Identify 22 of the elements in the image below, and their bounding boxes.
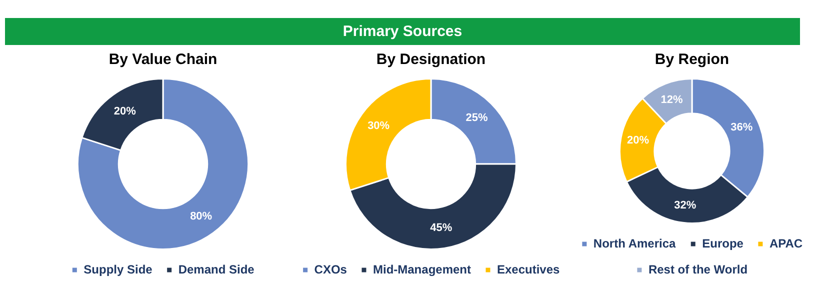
data-label: 20% [114,106,136,118]
legend-label: CXOs [314,262,348,276]
data-label: 30% [368,120,390,132]
legend-label: APAC [769,236,803,250]
legend-label: Europe [702,236,744,250]
chart-title: By Designation [375,50,487,70]
data-label: 25% [466,112,488,124]
legend-label: North America [593,236,676,250]
legend-label: Supply Side [84,262,153,276]
data-label: 32% [674,200,696,212]
chart-title: By Value Chain [108,50,218,70]
data-label: 20% [627,134,650,147]
legend-label: Demand Side [178,262,255,276]
data-label: 45% [430,222,452,234]
legend-label: Executives [496,262,560,276]
data-label: 12% [660,94,684,106]
legend-label: Mid-Management [372,262,471,276]
text: Primary Sources [5,18,800,45]
data-label: 36% [730,122,753,134]
data-label: 80% [190,210,212,222]
legend-label: Rest of the World [648,262,748,276]
chart-title: By Region [654,50,730,70]
